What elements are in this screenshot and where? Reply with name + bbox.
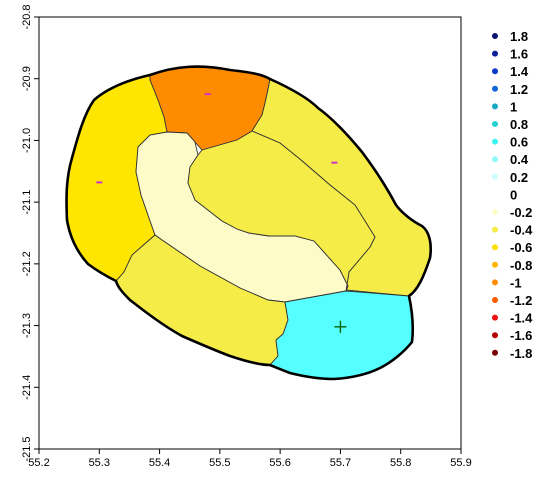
x-tick-label: 55.5: [209, 457, 230, 469]
legend-swatch: [492, 68, 498, 75]
markers-layer: [96, 93, 347, 333]
legend-swatch: [492, 138, 498, 145]
legend-swatch: [492, 297, 498, 303]
x-tick-label: 55.9: [450, 457, 471, 469]
y-tick-label: -21.0: [21, 128, 33, 153]
legend-label: 1: [510, 99, 517, 114]
legend-entry: -1.8: [492, 346, 532, 361]
y-tick-label: -21.1: [21, 190, 33, 215]
legend-swatch: [492, 261, 498, 268]
y-tick-label: -21.4: [21, 375, 33, 400]
legend-label: 0.4: [510, 152, 529, 167]
legend-swatch: [492, 121, 498, 127]
legend-swatch: [492, 156, 498, 163]
legend-label: -1.2: [510, 293, 532, 308]
legend-entry: -1.6: [492, 328, 532, 343]
legend-entry: 1.6: [492, 47, 528, 62]
legend-entry: -0.8: [492, 258, 532, 273]
legend-swatch: [492, 50, 498, 57]
legend-label: -1.8: [510, 346, 532, 361]
legend-label: -1: [510, 275, 522, 290]
legend-entry: -0.2: [492, 205, 532, 220]
legend-swatch: [492, 103, 498, 110]
island-coastline: [65, 65, 433, 381]
legend-entry: 0: [510, 187, 517, 202]
legend-entry: -1.2: [492, 293, 532, 308]
y-tick-label: -20.8: [21, 4, 33, 29]
y-tick-label: -21.2: [21, 251, 33, 276]
x-tick-label: 55.3: [89, 457, 110, 469]
legend-entry: -1.4: [492, 311, 533, 326]
legend-swatch: [492, 33, 498, 39]
legend-swatch: [492, 349, 498, 356]
legend-label: 0.8: [510, 117, 528, 132]
x-tick-label: 55.4: [149, 457, 170, 469]
legend-swatch: [492, 209, 498, 215]
legend-label: -0.2: [510, 205, 532, 220]
region-inner: [187, 130, 376, 292]
legend-entry: 0.4: [492, 152, 529, 167]
legend-swatch: [492, 332, 498, 339]
legend-label: -1.6: [510, 328, 532, 343]
y-tick-label: -21.5: [21, 436, 33, 461]
legend-entry: -1: [492, 275, 522, 290]
legend-entry: 1.8: [492, 29, 528, 44]
legend-swatch: [492, 85, 498, 92]
legend-label: 0.2: [510, 170, 528, 185]
y-axis: -20.8 -20.9 -21.0 -21.1 -21.2 -21.3 -21.4 -21.5: [21, 4, 39, 462]
x-tick-label: 55.7: [330, 457, 351, 469]
legend: 1.8 1.6 1.4 1.2 1 0.8 0.6 0.4 0.2 0 -0.2 -0.4 -0.6 -0…: [492, 29, 533, 361]
legend-swatch: [492, 173, 498, 180]
legend-swatch: [492, 226, 498, 233]
x-axis: 55.2 55.3 55.4 55.5 55.6 55.7 55.8 55.9: [28, 449, 472, 469]
legend-swatch: [492, 279, 498, 286]
legend-label: 1.6: [510, 47, 528, 62]
legend-label: -0.4: [510, 223, 533, 238]
legend-label: -0.8: [510, 258, 532, 273]
legend-entry: -0.6: [492, 240, 532, 255]
legend-entry: 1.2: [492, 82, 528, 97]
plus-marker: [334, 320, 347, 333]
legend-entry: 0.8: [492, 117, 528, 132]
legend-swatch: [492, 244, 498, 251]
legend-label: 1.2: [510, 82, 528, 97]
y-tick-label: -21.3: [21, 313, 33, 338]
legend-label: 0: [510, 187, 517, 202]
legend-entry: 1: [492, 99, 517, 114]
x-tick-label: 55.8: [390, 457, 411, 469]
legend-entry: 0.6: [492, 135, 528, 150]
legend-label: 1.4: [510, 64, 529, 79]
legend-entry: 0.2: [492, 170, 528, 185]
legend-label: -1.4: [510, 311, 533, 326]
legend-swatch: [492, 314, 498, 321]
regions-layer: [66, 66, 432, 380]
legend-label: -0.6: [510, 240, 532, 255]
legend-label: 0.6: [510, 135, 528, 150]
x-tick-label: 55.6: [269, 457, 290, 469]
legend-label: 1.8: [510, 29, 528, 44]
legend-entry: 1.4: [492, 64, 529, 79]
y-tick-label: -20.9: [21, 66, 33, 91]
legend-entry: -0.4: [492, 223, 533, 238]
x-tick-label: 55.2: [28, 457, 49, 469]
